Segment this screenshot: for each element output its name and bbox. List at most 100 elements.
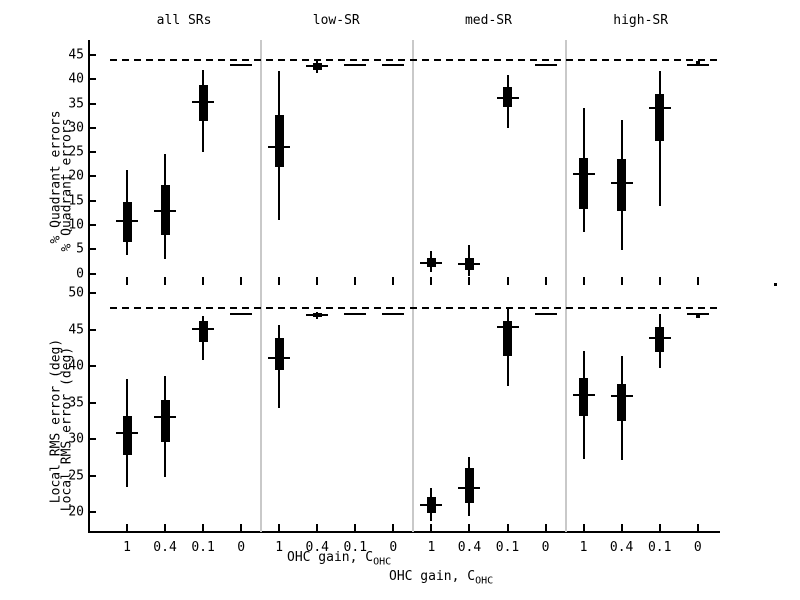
- boxplot-iqr-box: [655, 326, 665, 353]
- y-tick-label: 45: [68, 322, 84, 337]
- panel-separator-line: [412, 40, 414, 532]
- y-tick-label: 35: [68, 96, 84, 112]
- x-axis-label-text: OHC gain, C: [389, 569, 476, 584]
- boxplot-median-line: [116, 219, 138, 222]
- outlier-dot: [695, 315, 700, 319]
- boxplot-median-line: [648, 107, 671, 110]
- y-tick: [89, 248, 96, 251]
- x-tick: [278, 524, 281, 532]
- y-tick-label: 40: [68, 71, 84, 87]
- column-title: all SRs: [156, 13, 212, 28]
- boxplot-median-line: [344, 64, 367, 67]
- boxplot-iqr-box: [579, 158, 589, 210]
- boxplot-median-line: [344, 313, 367, 316]
- boxplot-median-line: [192, 327, 215, 330]
- boxplot-median-line: [268, 356, 291, 359]
- x-axis-line: [88, 531, 720, 533]
- boxplot-median-line: [268, 145, 291, 148]
- y-axis-line: [88, 40, 90, 532]
- x-tick: [658, 524, 661, 532]
- x-tick-label: 0: [693, 540, 702, 555]
- boxplot-iqr-box: [503, 321, 512, 356]
- x-tick-label: 1: [123, 540, 131, 555]
- x-tick: [544, 524, 547, 532]
- y-tick-label: 50: [68, 285, 84, 301]
- boxplot-median-line: [192, 101, 215, 104]
- y-tick: [89, 78, 96, 81]
- boxplot-median-line: [534, 313, 557, 316]
- x-tick: [240, 524, 243, 532]
- x-axis-label: OHC gain, COHC: [287, 550, 391, 568]
- y-tick-label: 30: [68, 120, 84, 136]
- column-title: med-SR: [464, 13, 512, 28]
- y-tick: [89, 175, 96, 178]
- boxplot-median-line: [382, 64, 405, 67]
- boxplot-median-line: [230, 313, 253, 316]
- x-tick-label: 0: [541, 540, 550, 555]
- boxplot-median-line: [116, 432, 138, 435]
- boxplot-iqr-box: [655, 94, 665, 141]
- x-tick: [164, 524, 167, 532]
- boxplot-median-line: [230, 64, 253, 67]
- x-tick: [316, 524, 319, 532]
- reference-dashed-line: [110, 306, 717, 309]
- y-tick: [89, 272, 96, 275]
- x-tick: [126, 524, 128, 532]
- x-tick: [582, 524, 585, 532]
- x-tick: [430, 277, 433, 285]
- boxplot-median-line: [686, 313, 709, 316]
- y-tick-label: 25: [68, 468, 84, 483]
- x-tick-label: 1: [275, 540, 284, 555]
- x-tick-label: 0: [237, 540, 246, 555]
- x-tick: [544, 277, 547, 285]
- boxplot-iqr-box: [617, 384, 627, 421]
- y-tick-label: 0: [76, 266, 84, 282]
- y-tick-label: 40: [68, 358, 84, 374]
- boxplot-median-line: [154, 210, 177, 213]
- boxplot-median-line: [496, 97, 519, 100]
- x-tick: [164, 277, 167, 285]
- x-tick: [240, 277, 243, 285]
- boxplot-iqr-box: [617, 158, 627, 212]
- y-tick-label: 30: [68, 431, 84, 447]
- x-tick: [354, 524, 357, 532]
- x-axis-label-subscript: OHC: [373, 556, 392, 568]
- reference-dashed-line: [110, 59, 717, 62]
- y-tick: [89, 365, 96, 367]
- x-tick: [430, 524, 433, 532]
- y-tick: [89, 292, 96, 294]
- column-title: high-SR: [613, 13, 669, 28]
- boxplot-iqr-box: [122, 416, 132, 456]
- stray-dot: [774, 283, 777, 286]
- column-title: low-SR: [312, 13, 360, 28]
- x-tick: [620, 524, 623, 532]
- y-tick: [89, 199, 96, 202]
- boxplot-median-line: [382, 313, 405, 316]
- x-tick: [658, 277, 661, 285]
- x-tick: [126, 277, 128, 285]
- y-tick: [89, 511, 96, 513]
- y-tick: [89, 328, 96, 331]
- boxplot-median-line: [306, 313, 329, 316]
- x-tick: [582, 277, 585, 285]
- boxplot-median-line: [648, 337, 671, 340]
- boxplot-iqr-box: [274, 338, 284, 370]
- x-tick: [202, 277, 205, 285]
- x-tick: [392, 277, 395, 285]
- x-tick: [354, 277, 357, 285]
- y-tick-label: 45: [68, 47, 84, 63]
- x-tick: [696, 277, 699, 285]
- y-tick-label: 5: [76, 241, 84, 257]
- boxplot-median-line: [534, 64, 557, 67]
- boxplot-median-line: [458, 263, 481, 266]
- x-axis-label-subscript: OHC: [475, 575, 494, 587]
- y-tick: [89, 53, 96, 56]
- panel-separator-line: [259, 40, 262, 532]
- x-axis-label-text: OHC gain, C: [287, 550, 374, 565]
- x-tick: [696, 524, 699, 532]
- x-tick-label: 0.1: [647, 540, 672, 555]
- boxplot-median-line: [610, 181, 633, 184]
- y-tick-label: 20: [68, 168, 84, 184]
- boxplot-median-line: [610, 394, 633, 397]
- panel-separator-line: [565, 40, 567, 532]
